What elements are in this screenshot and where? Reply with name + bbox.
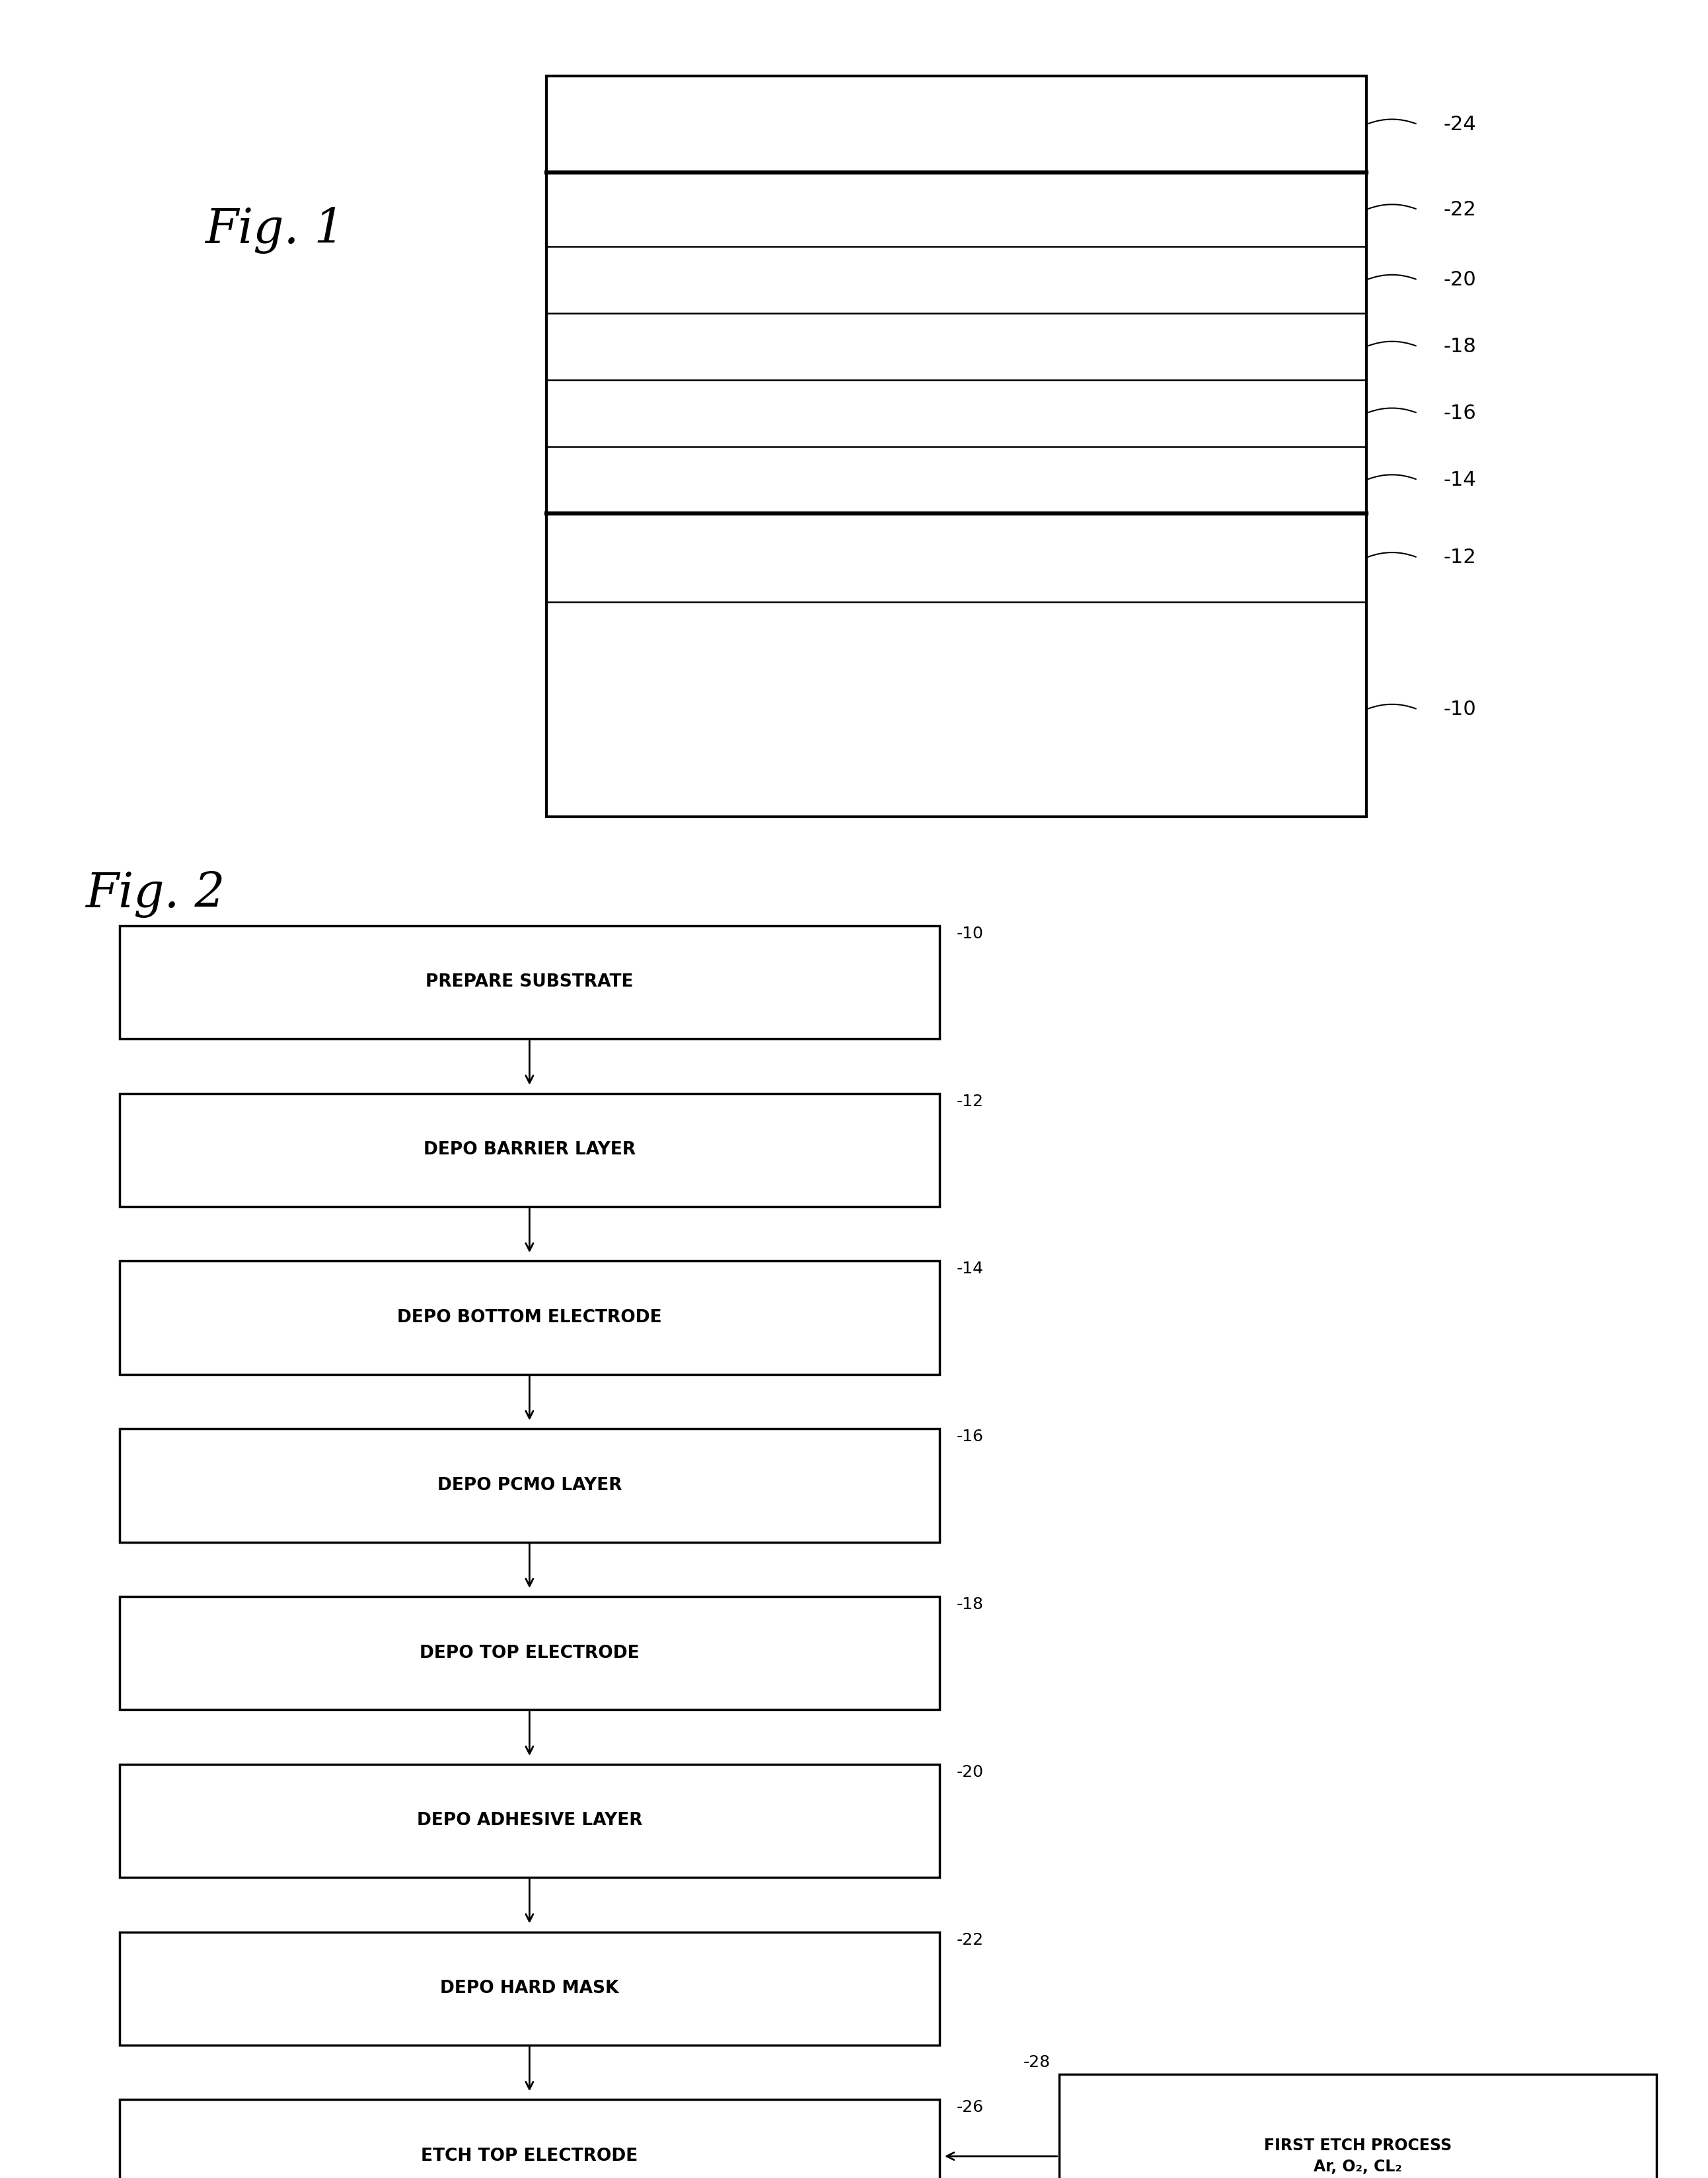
FancyBboxPatch shape [120, 1261, 939, 1374]
Text: -12: -12 [956, 1093, 984, 1109]
Text: -14: -14 [956, 1261, 984, 1276]
FancyBboxPatch shape [120, 1429, 939, 1542]
Text: -20: -20 [956, 1764, 984, 1779]
Text: DEPO BOTTOM ELECTRODE: DEPO BOTTOM ELECTRODE [398, 1309, 661, 1326]
Text: Fig. 1: Fig. 1 [205, 207, 345, 255]
Text: DEPO ADHESIVE LAYER: DEPO ADHESIVE LAYER [417, 1812, 642, 1830]
Text: -26: -26 [956, 2100, 984, 2115]
Text: -16: -16 [956, 1429, 984, 1444]
Text: PREPARE SUBSTRATE: PREPARE SUBSTRATE [425, 974, 634, 991]
Text: -28: -28 [1023, 2054, 1050, 2071]
Text: -18: -18 [1443, 338, 1476, 355]
Text: ETCH TOP ELECTRODE: ETCH TOP ELECTRODE [422, 2148, 637, 2165]
FancyBboxPatch shape [120, 1093, 939, 1207]
Text: FIRST ETCH PROCESS
Ar, O₂, CL₂: FIRST ETCH PROCESS Ar, O₂, CL₂ [1264, 2139, 1452, 2174]
Text: -10: -10 [1443, 699, 1476, 719]
Text: DEPO BARRIER LAYER: DEPO BARRIER LAYER [424, 1141, 635, 1159]
Text: -22: -22 [956, 1932, 984, 1947]
Bar [547, 76, 1366, 817]
Text: -12: -12 [1443, 549, 1476, 566]
Text: -24: -24 [1443, 115, 1476, 133]
Text: DEPO HARD MASK: DEPO HARD MASK [441, 1980, 618, 1997]
FancyBboxPatch shape [120, 1932, 939, 2045]
Text: Fig. 2: Fig. 2 [85, 871, 225, 919]
Text: -14: -14 [1443, 470, 1476, 490]
FancyBboxPatch shape [120, 926, 939, 1039]
Text: -20: -20 [1443, 270, 1476, 290]
Text: -22: -22 [1443, 200, 1476, 220]
Text: -18: -18 [956, 1596, 984, 1612]
FancyBboxPatch shape [120, 2100, 939, 2178]
Text: DEPO TOP ELECTRODE: DEPO TOP ELECTRODE [420, 1644, 639, 1662]
Text: -10: -10 [956, 926, 984, 941]
Text: DEPO PCMO LAYER: DEPO PCMO LAYER [437, 1477, 622, 1494]
FancyBboxPatch shape [120, 1596, 939, 1710]
FancyBboxPatch shape [120, 1764, 939, 1877]
Text: -16: -16 [1443, 403, 1476, 423]
FancyBboxPatch shape [1059, 2076, 1657, 2178]
